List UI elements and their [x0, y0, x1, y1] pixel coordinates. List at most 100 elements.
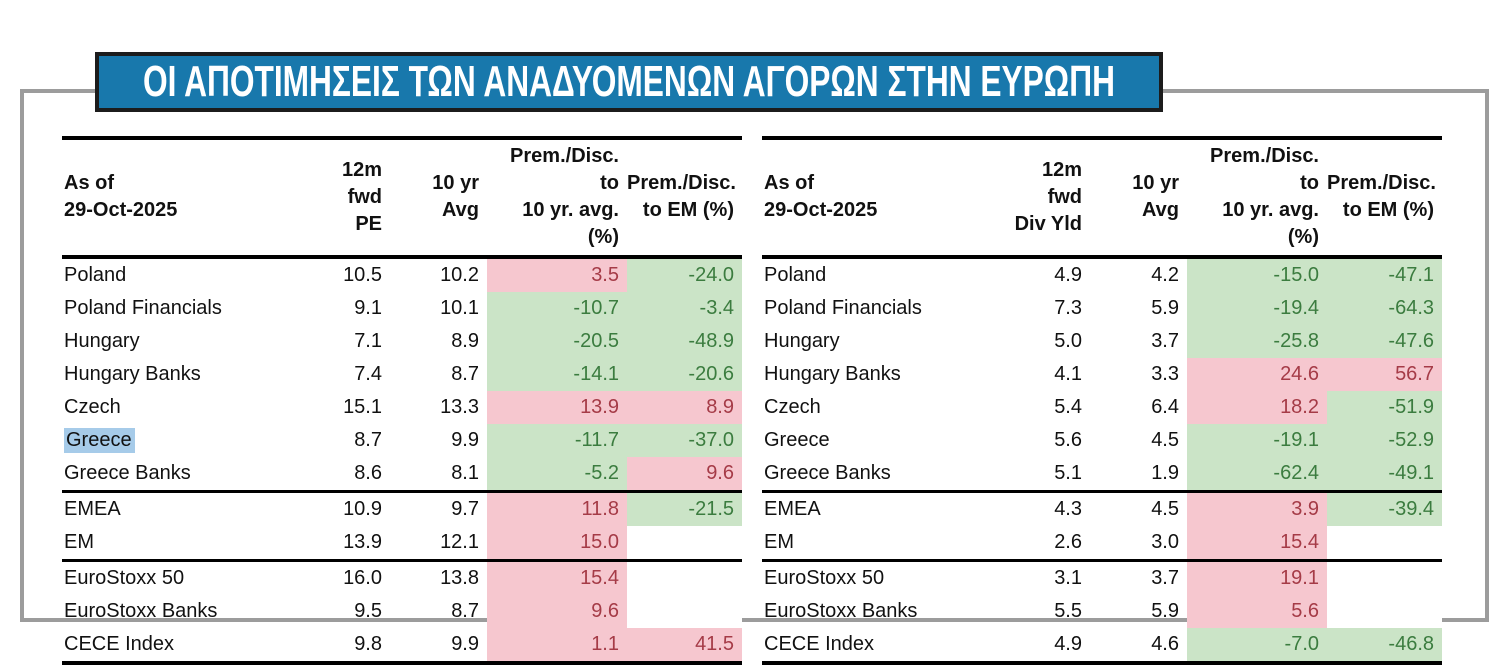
value-cell: 19.1 [1187, 560, 1327, 595]
value-cell [1327, 526, 1442, 561]
value-cell: 10.9 [343, 498, 382, 520]
row-label: Hungary [64, 330, 140, 352]
row-name-cell: Greece Banks [762, 457, 1002, 492]
header-10yr-avg: 10 yr Avg [432, 172, 479, 221]
value-cell: 15.0 [487, 526, 627, 561]
pe-table-body: Poland 10.5 10.2 3.5 -24.0 Poland Financials 9… [62, 257, 742, 663]
value-cell: -5.2 [487, 457, 627, 492]
header-row: As of 29-Oct-2025 12m fwd Div Yld 10 yr … [762, 138, 1442, 257]
row-name-cell: EuroStoxx Banks [62, 595, 302, 628]
value-cell: -19.4 [1187, 292, 1327, 325]
value-cell: 4.6 [1151, 633, 1179, 655]
row-label: EMEA [764, 498, 821, 520]
value-cell: -51.9 [1327, 391, 1442, 424]
value-cell: 15.1 [343, 396, 382, 418]
header-asof: As of 29-Oct-2025 [764, 172, 878, 221]
row-name-cell: EM [62, 526, 302, 561]
divyld-table: As of 29-Oct-2025 12m fwd Div Yld 10 yr … [762, 136, 1442, 665]
table-row: Hungary Banks 7.4 8.7 -14.1 -20.6 [62, 358, 742, 391]
row-name-cell: EM [762, 526, 1002, 561]
row-name-cell: EMEA [62, 492, 302, 527]
value-cell: 8.6 [354, 462, 382, 484]
table-row: EMEA 4.3 4.5 3.9 -39.4 [762, 491, 1442, 527]
value-cell: 9.6 [627, 457, 742, 492]
row-label: Hungary Banks [64, 363, 201, 385]
value-cell: 4.3 [1054, 498, 1082, 520]
header-metric: 12m fwd PE [341, 158, 382, 235]
row-label: Poland [64, 264, 127, 286]
value-cell: -47.6 [1327, 325, 1442, 358]
row-name-cell: Czech [762, 391, 1002, 424]
value-cell: 10.5 [343, 264, 382, 286]
row-label: EuroStoxx 50 [764, 567, 885, 589]
row-name-cell: CECE Index [762, 628, 1002, 663]
header-asof: As of 29-Oct-2025 [64, 172, 178, 221]
value-cell: 1.9 [1151, 462, 1179, 484]
value-cell: -20.6 [627, 358, 742, 391]
row-label-highlighted: Greece [64, 428, 135, 453]
value-cell: 8.9 [451, 330, 479, 352]
table-row: Poland Financials 7.3 5.9 -19.4 -64.3 [762, 292, 1442, 325]
value-cell: -25.8 [1187, 325, 1327, 358]
row-label: Greece Banks [64, 462, 191, 484]
value-cell: 13.8 [440, 567, 479, 589]
value-cell: -7.0 [1187, 628, 1327, 663]
value-cell: 5.5 [1054, 600, 1082, 622]
row-name-cell: EMEA [762, 492, 1002, 527]
value-cell: 13.9 [487, 391, 627, 424]
row-label: EMEA [64, 498, 121, 520]
row-label: Poland [764, 264, 827, 286]
table-row: Greece Banks 8.6 8.1 -5.2 9.6 [62, 457, 742, 492]
header-prem-disc-10yr: Prem./Disc. to 10 yr. avg. (%) [1210, 145, 1319, 248]
value-cell: -24.0 [627, 257, 742, 292]
value-cell: -15.0 [1187, 257, 1327, 292]
pe-table-header: As of 29-Oct-2025 12m fwd PE 10 yr Avg P… [62, 138, 742, 257]
value-cell: 3.9 [1187, 491, 1327, 526]
table-row: EMEA 10.9 9.7 11.8 -21.5 [62, 491, 742, 527]
row-name-cell: EuroStoxx 50 [62, 561, 302, 596]
value-cell: -62.4 [1187, 457, 1327, 492]
header-metric: 12m fwd Div Yld [1014, 158, 1082, 235]
value-cell: 10.2 [440, 264, 479, 286]
value-cell: 15.4 [1187, 526, 1327, 561]
value-cell: -64.3 [1327, 292, 1442, 325]
value-cell: 9.1 [354, 297, 382, 319]
value-cell: 7.1 [354, 330, 382, 352]
table-row: Greece 8.7 9.9 -11.7 -37.0 [62, 424, 742, 457]
value-cell: 3.3 [1151, 363, 1179, 385]
table-row: Poland 4.9 4.2 -15.0 -47.1 [762, 257, 1442, 292]
row-label: Czech [764, 396, 821, 418]
table-row: CECE Index 9.8 9.9 1.1 41.5 [62, 628, 742, 663]
value-cell: 2.6 [1054, 531, 1082, 553]
header-prem-disc-em: Prem./Disc. to EM (%) [627, 172, 736, 221]
value-cell: -20.5 [487, 325, 627, 358]
pe-table: As of 29-Oct-2025 12m fwd PE 10 yr Avg P… [62, 136, 742, 665]
row-label: EuroStoxx 50 [64, 567, 185, 589]
header-row: As of 29-Oct-2025 12m fwd PE 10 yr Avg P… [62, 138, 742, 257]
value-cell: 18.2 [1187, 391, 1327, 424]
value-cell: -11.7 [487, 424, 627, 457]
table-row: EM 2.6 3.0 15.4 [762, 526, 1442, 561]
value-cell: 9.5 [354, 600, 382, 622]
value-cell: 4.1 [1054, 363, 1082, 385]
divyld-table-header: As of 29-Oct-2025 12m fwd Div Yld 10 yr … [762, 138, 1442, 257]
value-cell: 13.3 [440, 396, 479, 418]
value-cell: 5.6 [1054, 429, 1082, 451]
value-cell: 5.1 [1054, 462, 1082, 484]
table-row: Hungary 5.0 3.7 -25.8 -47.6 [762, 325, 1442, 358]
row-name-cell: Hungary [762, 325, 1002, 358]
value-cell: 4.9 [1054, 264, 1082, 286]
table-row: EuroStoxx 50 3.1 3.7 19.1 [762, 560, 1442, 595]
value-cell: -37.0 [627, 424, 742, 457]
row-label: CECE Index [64, 633, 175, 655]
row-label: Hungary Banks [764, 363, 901, 385]
value-cell: 10.1 [440, 297, 479, 319]
row-name-cell: Czech [62, 391, 302, 424]
table-row: EuroStoxx Banks 5.5 5.9 5.6 [762, 595, 1442, 628]
row-label: Hungary [764, 330, 840, 352]
row-label: EuroStoxx Banks [764, 600, 918, 622]
table-row: Greece Banks 5.1 1.9 -62.4 -49.1 [762, 457, 1442, 492]
value-cell: 9.8 [354, 633, 382, 655]
table-row: Czech 5.4 6.4 18.2 -51.9 [762, 391, 1442, 424]
value-cell: -52.9 [1327, 424, 1442, 457]
